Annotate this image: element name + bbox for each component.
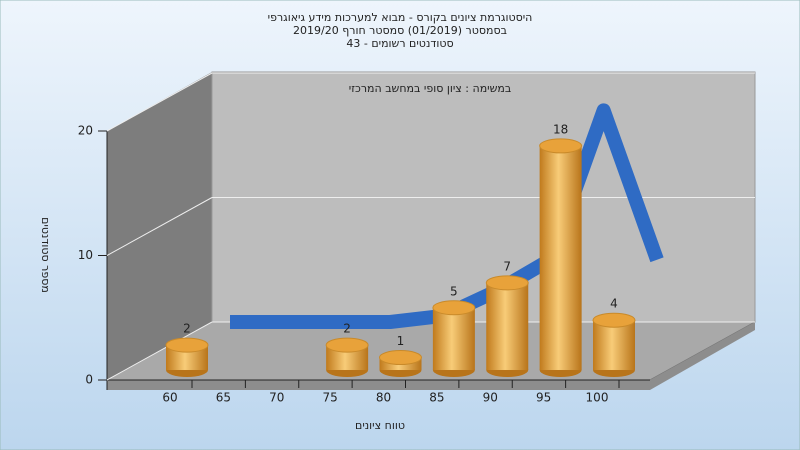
title-line: סטודנטים רשומים - 43 bbox=[346, 37, 453, 50]
grid-line bbox=[106, 321, 213, 381]
x-tick-label: 80 bbox=[376, 391, 391, 405]
data-label: 5 bbox=[450, 284, 458, 298]
data-label: 4 bbox=[610, 297, 618, 311]
bar bbox=[165, 337, 209, 377]
grid-line bbox=[106, 72, 213, 132]
bar bbox=[379, 350, 422, 377]
titles: היסטוגרמת ציונים בקורס - מבוא למערכות מי… bbox=[39, 11, 532, 432]
bar-top bbox=[432, 300, 476, 316]
x-tick-label: 70 bbox=[269, 391, 284, 405]
x-tick-label: 90 bbox=[483, 391, 498, 405]
x-tick-label: 95 bbox=[536, 391, 551, 405]
bar-body bbox=[432, 307, 475, 370]
bar-top bbox=[592, 312, 636, 328]
bar bbox=[325, 337, 369, 377]
bar bbox=[539, 138, 583, 377]
y-tick-label: 10 bbox=[78, 248, 93, 262]
data-label: 2 bbox=[183, 322, 191, 336]
x-tick-label: 60 bbox=[162, 391, 177, 405]
bar bbox=[485, 275, 529, 377]
bar bbox=[592, 312, 636, 377]
subtitle: במשימה : ציון סופי במחשב המרכזי bbox=[349, 82, 512, 95]
bar-body bbox=[539, 145, 582, 370]
x-tick-label: 100 bbox=[586, 391, 609, 405]
bar bbox=[432, 300, 476, 377]
y-tick-label: 20 bbox=[78, 124, 93, 138]
x-axis-label: טווח ציונים bbox=[355, 419, 405, 432]
floor-edge bbox=[107, 322, 755, 390]
bar-top bbox=[379, 350, 422, 366]
bar-body bbox=[486, 282, 529, 370]
bar-top bbox=[539, 138, 583, 154]
bar-top bbox=[485, 275, 529, 291]
bar-body bbox=[593, 320, 635, 370]
x-tick-label: 75 bbox=[322, 391, 337, 405]
title-line: בסמסטר (01/2019) סמסטר חורף 2019/20 bbox=[293, 24, 507, 37]
bar-top bbox=[165, 337, 209, 353]
bar-top bbox=[325, 337, 369, 353]
data-label: 1 bbox=[397, 334, 405, 348]
y-axis-label: מספר סטודנטים bbox=[39, 217, 52, 293]
x-tick-label: 85 bbox=[429, 391, 444, 405]
y-tick-label: 0 bbox=[85, 373, 93, 387]
grid-line bbox=[106, 197, 213, 256]
x-tick-label: 65 bbox=[216, 391, 231, 405]
title-line: היסטוגרמת ציונים בקורס - מבוא למערכות מי… bbox=[268, 11, 533, 24]
data-label: 18 bbox=[553, 122, 568, 136]
data-label: 2 bbox=[343, 322, 351, 336]
data-label: 7 bbox=[503, 259, 511, 273]
